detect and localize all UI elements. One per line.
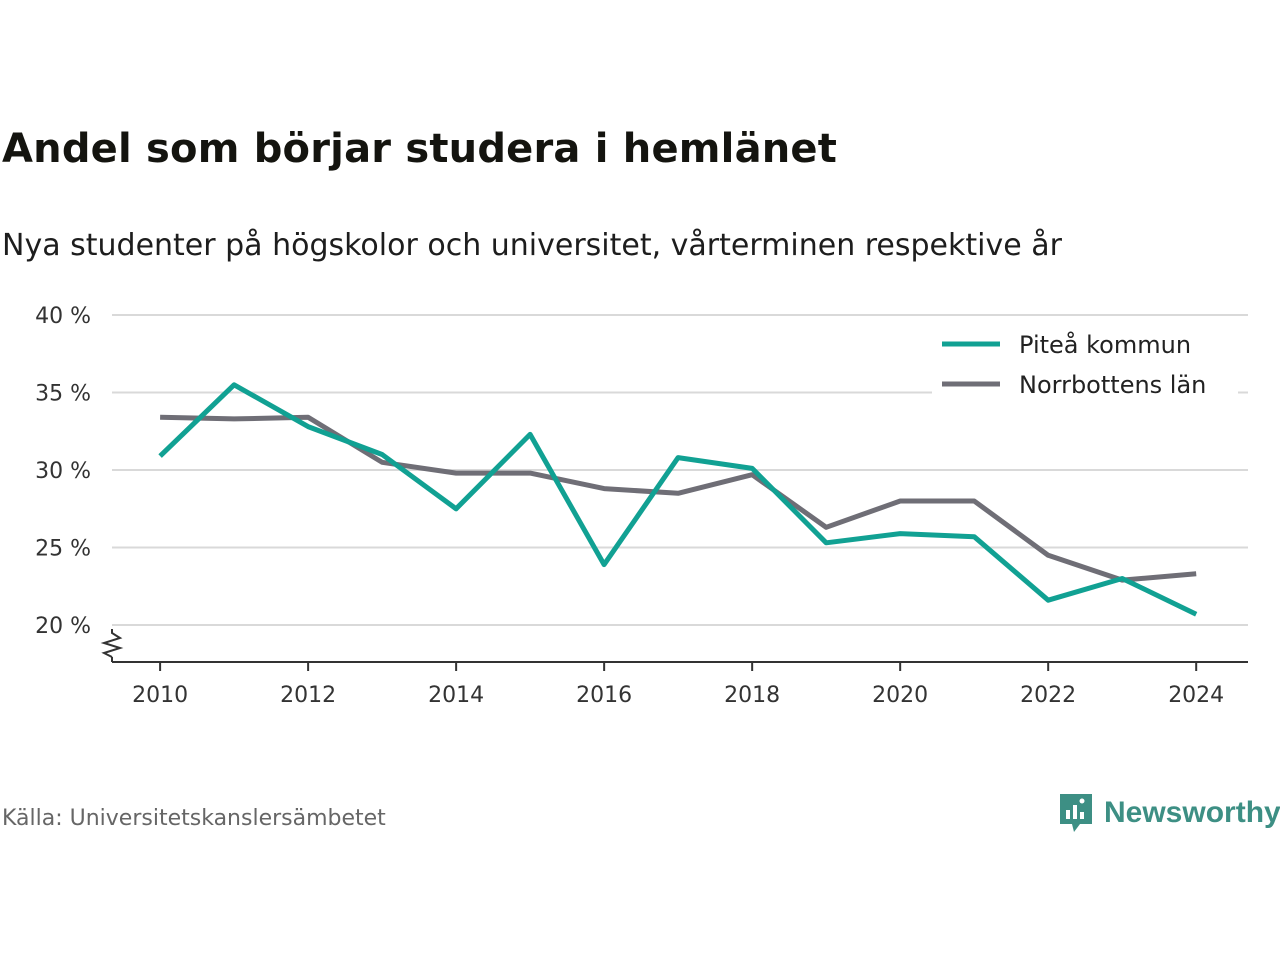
x-tick-label: 2024 [1168,683,1224,708]
legend-label: Norrbottens län [1019,371,1206,399]
x-tick-label: 2014 [428,683,484,708]
y-tick-label: 40 % [35,304,91,329]
x-tick-label: 2018 [724,683,780,708]
x-tick-label: 2020 [872,683,928,708]
line-chart: 20 % 25 % 30 % 35 % 40 % 2010 2012 2014 2016 2018… [35,304,1248,708]
x-tick-label: 2016 [576,683,632,708]
legend-label: Piteå kommun [1019,330,1191,359]
x-tick-label: 2012 [280,683,336,708]
chart-title: Andel som börjar studera i hemlänet [2,126,838,172]
series-line [158,382,1198,617]
x-tick-label: 2010 [132,683,188,708]
y-tick-label: 30 % [35,459,91,484]
brand: Newsworthy [1058,792,1280,834]
chart-subtitle: Nya studenter på högskolor och universit… [2,228,1062,263]
brand-name: Newsworthy [1104,796,1280,829]
newsworthy-logo-icon [1060,794,1092,832]
axis-break-symbol [100,629,124,658]
y-tick-label: 35 % [35,382,91,407]
legend-box [932,324,1238,404]
source-note: Källa: Universitetskanslersämbetet [2,806,386,831]
series-line [160,414,1197,583]
y-tick-label: 25 % [35,537,91,562]
x-tick-label: 2022 [1020,683,1076,708]
y-tick-label: 20 % [35,614,91,639]
